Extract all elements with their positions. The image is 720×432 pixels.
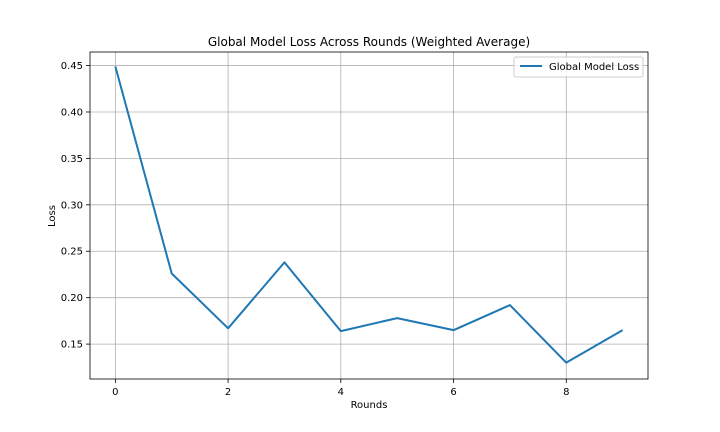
legend-label: Global Model Loss [549, 62, 639, 73]
y-tick-label: 0.35 [61, 154, 83, 165]
x-tick-label: 8 [563, 387, 569, 398]
grid [90, 52, 648, 379]
y-axis-label: Loss [47, 205, 58, 227]
y-tick-label: 0.45 [61, 61, 83, 72]
y-tick-label: 0.20 [61, 293, 83, 304]
x-tick-label: 4 [338, 387, 344, 398]
chart-title: Global Model Loss Across Rounds (Weighte… [208, 35, 530, 49]
series-line [114, 66, 624, 364]
plot-frame [89, 51, 649, 380]
y-tick-label: 0.15 [61, 340, 83, 351]
x-tick-label: 6 [450, 387, 456, 398]
x-tick-label: 0 [112, 387, 118, 398]
y-tick-label: 0.30 [61, 200, 83, 211]
x-tick-label: 2 [225, 387, 231, 398]
axes: 0 2 4 6 8 0.15 0.20 0.25 0.30 0.35 0.40 0.45 [61, 51, 649, 398]
y-tick-label: 0.25 [61, 247, 83, 258]
legend-box [513, 56, 644, 78]
x-axis-label: Rounds [351, 400, 388, 411]
series-layer [114, 66, 624, 364]
y-tick-label: 0.40 [61, 107, 83, 118]
legend: Global Model Loss [513, 56, 644, 78]
